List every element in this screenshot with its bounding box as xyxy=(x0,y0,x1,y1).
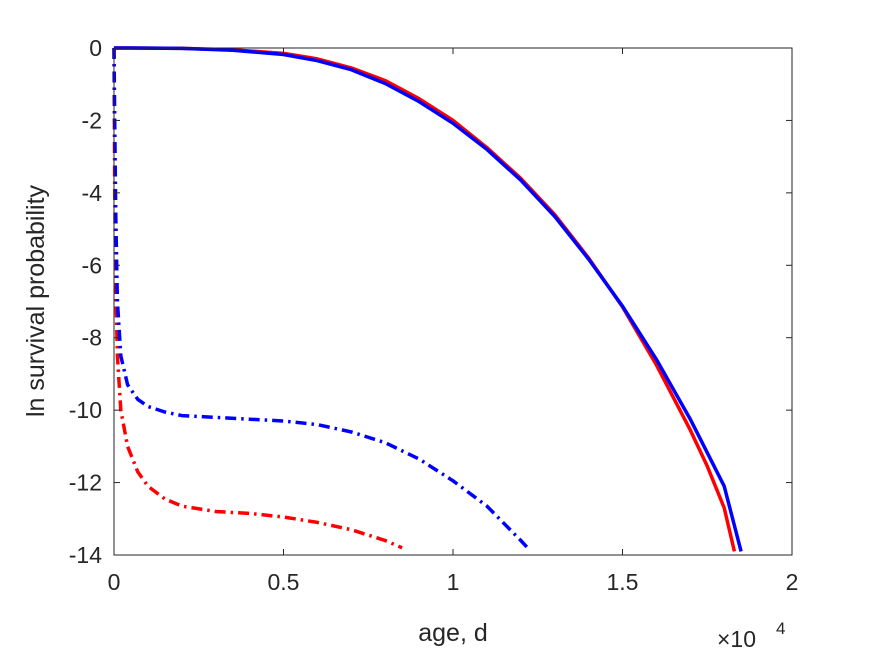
x-exponent-base: ×10 xyxy=(717,626,756,652)
x-tick-label: 0.5 xyxy=(268,569,300,595)
x-exponent-power: 4 xyxy=(776,619,785,638)
x-tick-label: 0 xyxy=(108,569,121,595)
x-axis-label: age, d xyxy=(418,619,488,647)
series-line-2 xyxy=(114,46,743,552)
y-tick-label: -8 xyxy=(82,325,102,351)
y-tick-label: 0 xyxy=(89,35,102,61)
x-tick-label: 1 xyxy=(447,569,460,595)
y-tick-label: -14 xyxy=(69,542,102,568)
y-tick-label: -4 xyxy=(82,180,103,206)
x-tick-label: 1.5 xyxy=(607,569,639,595)
y-tick-label: -12 xyxy=(69,470,102,496)
y-tick-label: -10 xyxy=(69,397,102,423)
tick-layer: 0 0.5 1 1.5 2 0 -2 -4 -6 -8 -10 -12 -14 xyxy=(69,35,799,595)
y-axis-label: ln survival probability xyxy=(22,184,50,417)
x-tick-label: 2 xyxy=(786,569,799,595)
plot-area xyxy=(114,48,792,555)
y-tick-label: -2 xyxy=(82,107,102,133)
series-line-3 xyxy=(112,47,403,550)
y-tick-label: -6 xyxy=(82,252,102,278)
series-layer xyxy=(112,46,743,552)
